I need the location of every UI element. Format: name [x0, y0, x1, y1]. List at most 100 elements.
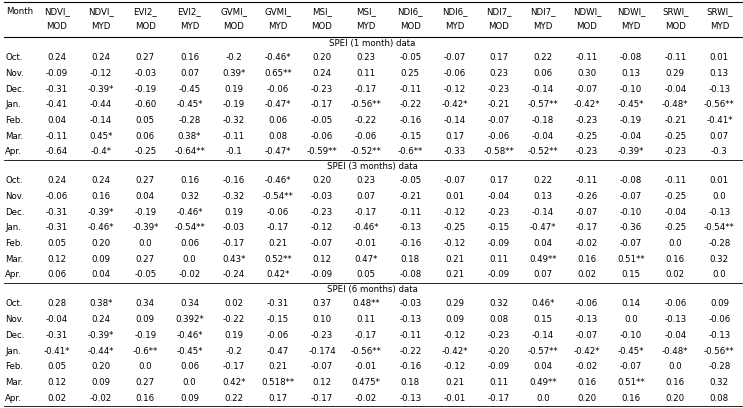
Text: Apr.: Apr.: [5, 271, 22, 279]
Text: 0.46*: 0.46*: [531, 299, 554, 308]
Text: -0.23: -0.23: [487, 331, 510, 340]
Text: 0.27: 0.27: [136, 176, 155, 185]
Text: MOD: MOD: [223, 22, 244, 31]
Text: -0.56**: -0.56**: [704, 100, 735, 109]
Text: -0.19: -0.19: [134, 208, 156, 217]
Text: -0.23: -0.23: [487, 84, 510, 93]
Text: -0.64: -0.64: [46, 147, 68, 156]
Text: -0.06: -0.06: [355, 132, 377, 141]
Text: -0.41*: -0.41*: [706, 116, 733, 125]
Text: SPEI (3 months) data: SPEI (3 months) data: [327, 162, 418, 171]
Text: -0.05: -0.05: [399, 53, 421, 62]
Text: -0.12: -0.12: [444, 84, 466, 93]
Text: 0.17: 0.17: [489, 53, 508, 62]
Text: 0.49**: 0.49**: [529, 378, 557, 387]
Text: Mar.: Mar.: [5, 378, 23, 387]
Text: -0.31: -0.31: [267, 299, 289, 308]
Text: -0.16: -0.16: [222, 176, 244, 185]
Text: 0.24: 0.24: [91, 315, 111, 324]
Text: 0.38*: 0.38*: [178, 132, 201, 141]
Text: -0.22: -0.22: [399, 346, 421, 355]
Text: -0.07: -0.07: [576, 84, 598, 93]
Text: -0.06: -0.06: [576, 299, 598, 308]
Text: -0.20: -0.20: [487, 346, 510, 355]
Text: 0.08: 0.08: [710, 394, 729, 403]
Text: 0.34: 0.34: [180, 299, 199, 308]
Text: -0.23: -0.23: [576, 147, 598, 156]
Text: -0.46*: -0.46*: [265, 53, 291, 62]
Text: 0.15: 0.15: [622, 271, 640, 279]
Text: -0.01: -0.01: [355, 362, 377, 371]
Text: -0.3: -0.3: [711, 147, 728, 156]
Text: 0.22: 0.22: [224, 394, 243, 403]
Text: -0.56**: -0.56**: [704, 346, 735, 355]
Text: -0.13: -0.13: [399, 394, 421, 403]
Text: NDI7_: NDI7_: [486, 7, 511, 16]
Text: -0.23: -0.23: [311, 331, 333, 340]
Text: 0.06: 0.06: [533, 69, 552, 78]
Text: 0.08: 0.08: [489, 315, 508, 324]
Text: 0.09: 0.09: [180, 394, 199, 403]
Text: 0.0: 0.0: [138, 362, 152, 371]
Text: NDWI_: NDWI_: [573, 7, 601, 16]
Text: 0.12: 0.12: [48, 378, 67, 387]
Text: -0.06: -0.06: [311, 132, 333, 141]
Text: -0.12: -0.12: [444, 239, 466, 248]
Text: -0.06: -0.06: [444, 69, 466, 78]
Text: 0.05: 0.05: [357, 271, 376, 279]
Text: 0.04: 0.04: [48, 116, 67, 125]
Text: 0.16: 0.16: [622, 394, 640, 403]
Text: Dec.: Dec.: [5, 84, 25, 93]
Text: GVMI_: GVMI_: [220, 7, 247, 16]
Text: 0.51**: 0.51**: [617, 255, 645, 264]
Text: 0.15: 0.15: [533, 315, 552, 324]
Text: -0.46*: -0.46*: [265, 176, 291, 185]
Text: -0.44: -0.44: [90, 100, 112, 109]
Text: 0.21: 0.21: [268, 362, 288, 371]
Text: -0.39*: -0.39*: [88, 208, 114, 217]
Text: 0.32: 0.32: [489, 299, 508, 308]
Text: -0.07: -0.07: [311, 239, 333, 248]
Text: MOD: MOD: [135, 22, 156, 31]
Text: Nov.: Nov.: [5, 315, 25, 324]
Text: -0.17: -0.17: [355, 331, 377, 340]
Text: 0.12: 0.12: [48, 255, 67, 264]
Text: -0.14: -0.14: [532, 84, 554, 93]
Text: SRWI_: SRWI_: [706, 7, 733, 16]
Text: 0.37: 0.37: [312, 299, 331, 308]
Text: Apr.: Apr.: [5, 147, 22, 156]
Text: -0.48*: -0.48*: [662, 346, 689, 355]
Text: -0.28: -0.28: [708, 239, 730, 248]
Text: -0.19: -0.19: [620, 116, 642, 125]
Text: -0.11: -0.11: [222, 132, 244, 141]
Text: -0.12: -0.12: [311, 224, 333, 233]
Text: -0.06: -0.06: [267, 84, 289, 93]
Text: -0.10: -0.10: [620, 208, 642, 217]
Text: -0.19: -0.19: [134, 331, 156, 340]
Text: MOD: MOD: [665, 22, 686, 31]
Text: 0.20: 0.20: [312, 176, 331, 185]
Text: GVMI_: GVMI_: [265, 7, 291, 16]
Text: -0.6**: -0.6**: [398, 147, 423, 156]
Text: 0.04: 0.04: [533, 239, 552, 248]
Text: -0.39*: -0.39*: [88, 84, 114, 93]
Text: -0.2: -0.2: [225, 346, 242, 355]
Text: 0.21: 0.21: [445, 271, 464, 279]
Text: 0.06: 0.06: [268, 116, 288, 125]
Text: -0.54**: -0.54**: [704, 224, 735, 233]
Text: -0.64**: -0.64**: [174, 147, 205, 156]
Text: -0.13: -0.13: [708, 208, 730, 217]
Text: -0.13: -0.13: [708, 331, 730, 340]
Text: EVI2_: EVI2_: [134, 7, 158, 16]
Text: 0.02: 0.02: [577, 271, 597, 279]
Text: -0.22: -0.22: [399, 100, 421, 109]
Text: -0.11: -0.11: [399, 84, 421, 93]
Text: MOD: MOD: [400, 22, 421, 31]
Text: Feb.: Feb.: [5, 116, 23, 125]
Text: -0.16: -0.16: [399, 116, 421, 125]
Text: 0.29: 0.29: [666, 69, 685, 78]
Text: -0.52**: -0.52**: [351, 147, 381, 156]
Text: -0.47*: -0.47*: [530, 224, 556, 233]
Text: 0.19: 0.19: [224, 84, 243, 93]
Text: MYD: MYD: [180, 22, 199, 31]
